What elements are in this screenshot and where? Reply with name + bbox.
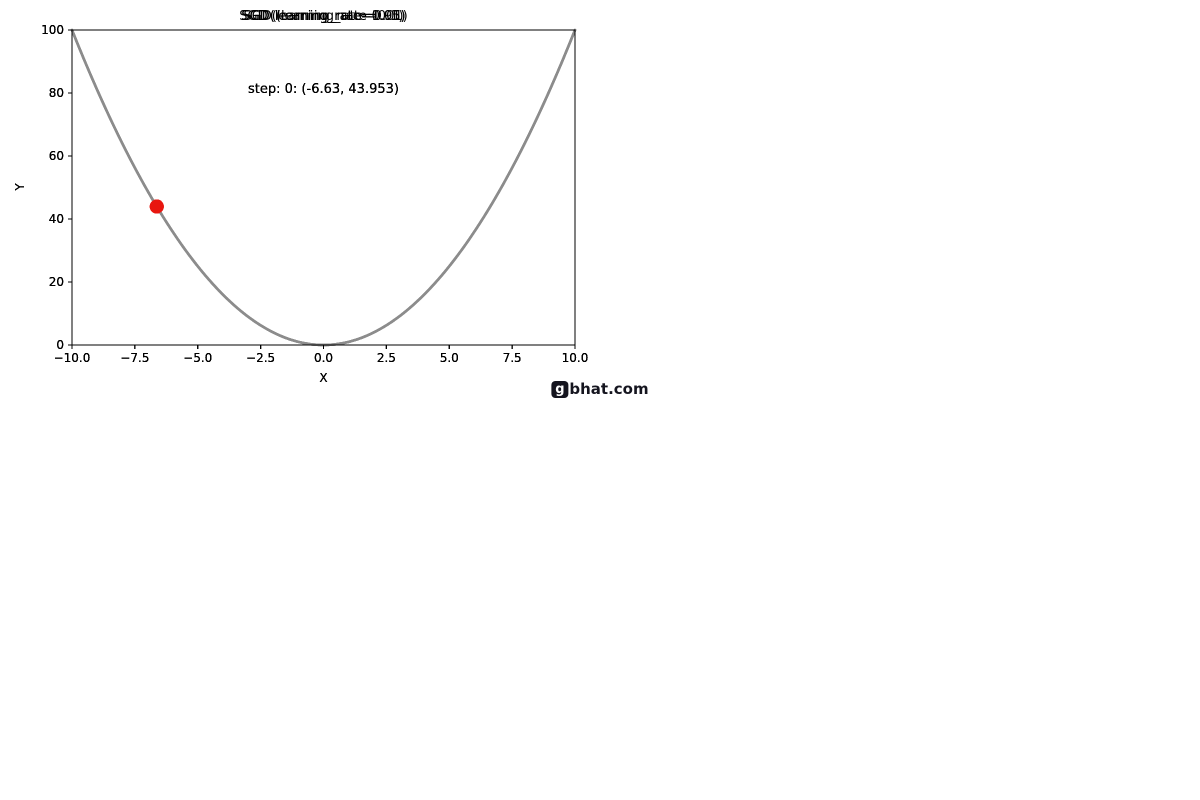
y-tick-label: 40 <box>49 212 64 226</box>
x-tick-label: −5.0 <box>183 351 212 365</box>
plot-title: SGD(learning_rate=1.01) <box>241 9 406 24</box>
y-tick-label: 20 <box>49 275 64 289</box>
x-tick-label: −10.0 <box>54 351 91 365</box>
y-tick-label: 20 <box>49 275 64 289</box>
x-tick-label: −7.5 <box>120 351 149 365</box>
plot-title: SGD (learning_rate=0.1) <box>243 9 404 24</box>
x-tick-label: 5.0 <box>440 351 459 365</box>
y-tick-label: 40 <box>49 212 64 226</box>
y-tick-label: 100 <box>41 23 64 37</box>
y-tick-label: 100 <box>41 23 64 37</box>
y-tick-label: 0 <box>56 338 64 352</box>
y-tick-label: 20 <box>49 275 64 289</box>
x-tick-label: 10.0 <box>562 351 589 365</box>
y-tick-label: 80 <box>49 86 64 100</box>
x-tick-label: 5.0 <box>440 351 459 365</box>
x-axis-label: X <box>319 371 328 385</box>
y-tick-label: 60 <box>49 149 64 163</box>
y-tick-label: 20 <box>49 275 64 289</box>
plot-title: SGD (learning_rate=0.01) <box>239 9 408 24</box>
current-position-marker <box>149 199 164 214</box>
x-axis-label: X <box>319 371 328 385</box>
x-tick-label: −7.5 <box>120 351 149 365</box>
x-tick-label: 7.5 <box>503 351 522 365</box>
x-tick-label: 7.5 <box>503 351 522 365</box>
plot-title: SGD(learning_rate=0.95) <box>241 9 406 24</box>
x-tick-label: 5.0 <box>440 351 459 365</box>
subplot-sgd-lr-1-01: −10.0 −7.5 −5.0 −2.5 0.0 2.5 5.0 7.5 10.0 0 20 40 60… <box>0 0 600 400</box>
x-tick-label: 7.5 <box>503 351 522 365</box>
y-tick-label: 40 <box>49 212 64 226</box>
x-tick-label: −2.5 <box>246 351 275 365</box>
x-tick-label: 2.5 <box>377 351 396 365</box>
y-tick-label: 100 <box>41 23 64 37</box>
x-tick-label: −5.0 <box>183 351 212 365</box>
x-tick-label: −10.0 <box>54 351 91 365</box>
x-tick-label: −2.5 <box>246 351 275 365</box>
y-axis-label: Y <box>13 183 27 191</box>
x-tick-label: 2.5 <box>377 351 396 365</box>
step-annotation: step: 0: (-6.63, 43.953) <box>248 82 399 97</box>
y-tick-label: 60 <box>49 149 64 163</box>
watermark-logo-icon: g <box>551 380 569 398</box>
y-tick-label: 40 <box>49 212 64 226</box>
x-tick-label: 0.0 <box>314 351 333 365</box>
watermark-text: bhat.com <box>569 380 649 398</box>
y-tick-label: 80 <box>49 86 64 100</box>
x-tick-label: 0.0 <box>314 351 333 365</box>
y-tick-label: 0 <box>56 338 64 352</box>
x-tick-label: 0.0 <box>314 351 333 365</box>
step-annotation: step: 0: (-6.63, 43.953) <box>248 82 399 97</box>
x-tick-label: −2.5 <box>246 351 275 365</box>
y-tick-label: 0 <box>56 338 64 352</box>
x-tick-label: 10.0 <box>562 351 589 365</box>
x-tick-label: 0.0 <box>314 351 333 365</box>
x-axis-label: X <box>319 371 328 385</box>
watermark: g bhat.com <box>551 380 649 398</box>
x-tick-label: 10.0 <box>562 351 589 365</box>
x-tick-label: −2.5 <box>246 351 275 365</box>
x-axis-label: X <box>319 371 328 385</box>
y-tick-label: 100 <box>41 23 64 37</box>
x-tick-label: 10.0 <box>562 351 589 365</box>
x-tick-label: −10.0 <box>54 351 91 365</box>
y-tick-label: 80 <box>49 86 64 100</box>
x-tick-label: −5.0 <box>183 351 212 365</box>
subplot-sgd-lr-0-01: −10.0 −7.5 −5.0 −2.5 0.0 2.5 5.0 7.5 10.0 0 20 40 60… <box>0 0 600 400</box>
x-tick-label: −7.5 <box>120 351 149 365</box>
y-tick-label: 60 <box>49 149 64 163</box>
y-tick-label: 0 <box>56 338 64 352</box>
y-tick-label: 80 <box>49 86 64 100</box>
y-tick-label: 60 <box>49 149 64 163</box>
x-tick-label: 2.5 <box>377 351 396 365</box>
plot-canvas: −10.0 −7.5 −5.0 −2.5 0.0 2.5 5.0 7.5 10.0 0 20 40 60… <box>41 23 589 365</box>
x-tick-label: 5.0 <box>440 351 459 365</box>
x-tick-label: 7.5 <box>503 351 522 365</box>
x-tick-label: 2.5 <box>377 351 396 365</box>
objective-curve <box>70 28 577 347</box>
x-tick-label: −10.0 <box>54 351 91 365</box>
x-tick-label: −5.0 <box>183 351 212 365</box>
x-tick-label: −7.5 <box>120 351 149 365</box>
step-annotation: step: 0: (-6.63, 43.953) <box>248 82 399 97</box>
step-annotation: step: 0: (-6.63, 43.953) <box>248 82 399 97</box>
plot-frame <box>71 29 576 346</box>
